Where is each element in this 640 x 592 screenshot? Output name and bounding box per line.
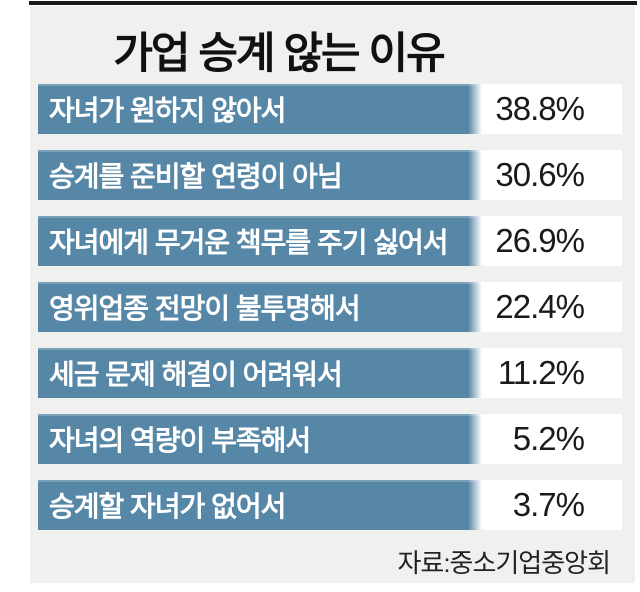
category-bar: 세금 문제 해결이 어려워서 bbox=[38, 348, 482, 398]
category-label: 자녀에게 무거운 책무를 주기 싫어서 bbox=[49, 227, 449, 258]
value-label: 5.2% bbox=[512, 420, 585, 457]
value-label: 22.4% bbox=[495, 288, 585, 325]
value-cell: 38.8% bbox=[482, 84, 622, 134]
bar-row: 세금 문제 해결이 어려워서 11.2% bbox=[38, 348, 622, 398]
top-rule bbox=[29, 1, 637, 5]
category-bar: 영위업종 전망이 불투명해서 bbox=[38, 282, 482, 332]
value-label: 30.6% bbox=[495, 156, 585, 193]
value-cell: 3.7% bbox=[482, 480, 622, 530]
value-cell: 5.2% bbox=[482, 414, 622, 464]
value-label: 26.9% bbox=[495, 222, 585, 259]
bar-rows: 자녀가 원하지 않아서 38.8% 승계를 준비할 연령이 아님 30.6% 자… bbox=[38, 84, 622, 530]
category-label: 자녀의 역량이 부족해서 bbox=[49, 425, 311, 456]
value-label: 3.7% bbox=[512, 486, 585, 523]
bar-row: 자녀가 원하지 않아서 38.8% bbox=[38, 84, 622, 134]
source-credit: 자료:중소기업중앙회 bbox=[397, 548, 611, 578]
value-label: 11.2% bbox=[497, 354, 585, 391]
category-label: 영위업종 전망이 불투명해서 bbox=[49, 293, 361, 324]
category-label: 자녀가 원하지 않아서 bbox=[49, 95, 286, 126]
category-bar: 승계할 자녀가 없어서 bbox=[38, 480, 482, 530]
bar-row: 자녀에게 무거운 책무를 주기 싫어서 26.9% bbox=[38, 216, 622, 266]
chart-title: 가업 승계 않는 이유 bbox=[113, 30, 445, 78]
bar-row: 자녀의 역량이 부족해서 5.2% bbox=[38, 414, 622, 464]
bar-row: 승계를 준비할 연령이 아님 30.6% bbox=[38, 150, 622, 200]
category-bar: 승계를 준비할 연령이 아님 bbox=[38, 150, 482, 200]
category-label: 승계를 준비할 연령이 아님 bbox=[49, 161, 343, 192]
value-cell: 11.2% bbox=[482, 348, 622, 398]
value-cell: 22.4% bbox=[482, 282, 622, 332]
value-cell: 26.9% bbox=[482, 216, 622, 266]
bar-row: 승계할 자녀가 없어서 3.7% bbox=[38, 480, 622, 530]
value-cell: 30.6% bbox=[482, 150, 622, 200]
value-label: 38.8% bbox=[495, 90, 585, 127]
category-label: 승계할 자녀가 없어서 bbox=[49, 491, 286, 522]
category-bar: 자녀에게 무거운 책무를 주기 싫어서 bbox=[38, 216, 482, 266]
category-label: 세금 문제 해결이 어려워서 bbox=[49, 359, 343, 390]
bar-row: 영위업종 전망이 불투명해서 22.4% bbox=[38, 282, 622, 332]
category-bar: 자녀의 역량이 부족해서 bbox=[38, 414, 482, 464]
chart-panel: 가업 승계 않는 이유 자녀가 원하지 않아서 38.8% 승계를 준비할 연령… bbox=[30, 6, 635, 583]
category-bar: 자녀가 원하지 않아서 bbox=[38, 84, 482, 134]
